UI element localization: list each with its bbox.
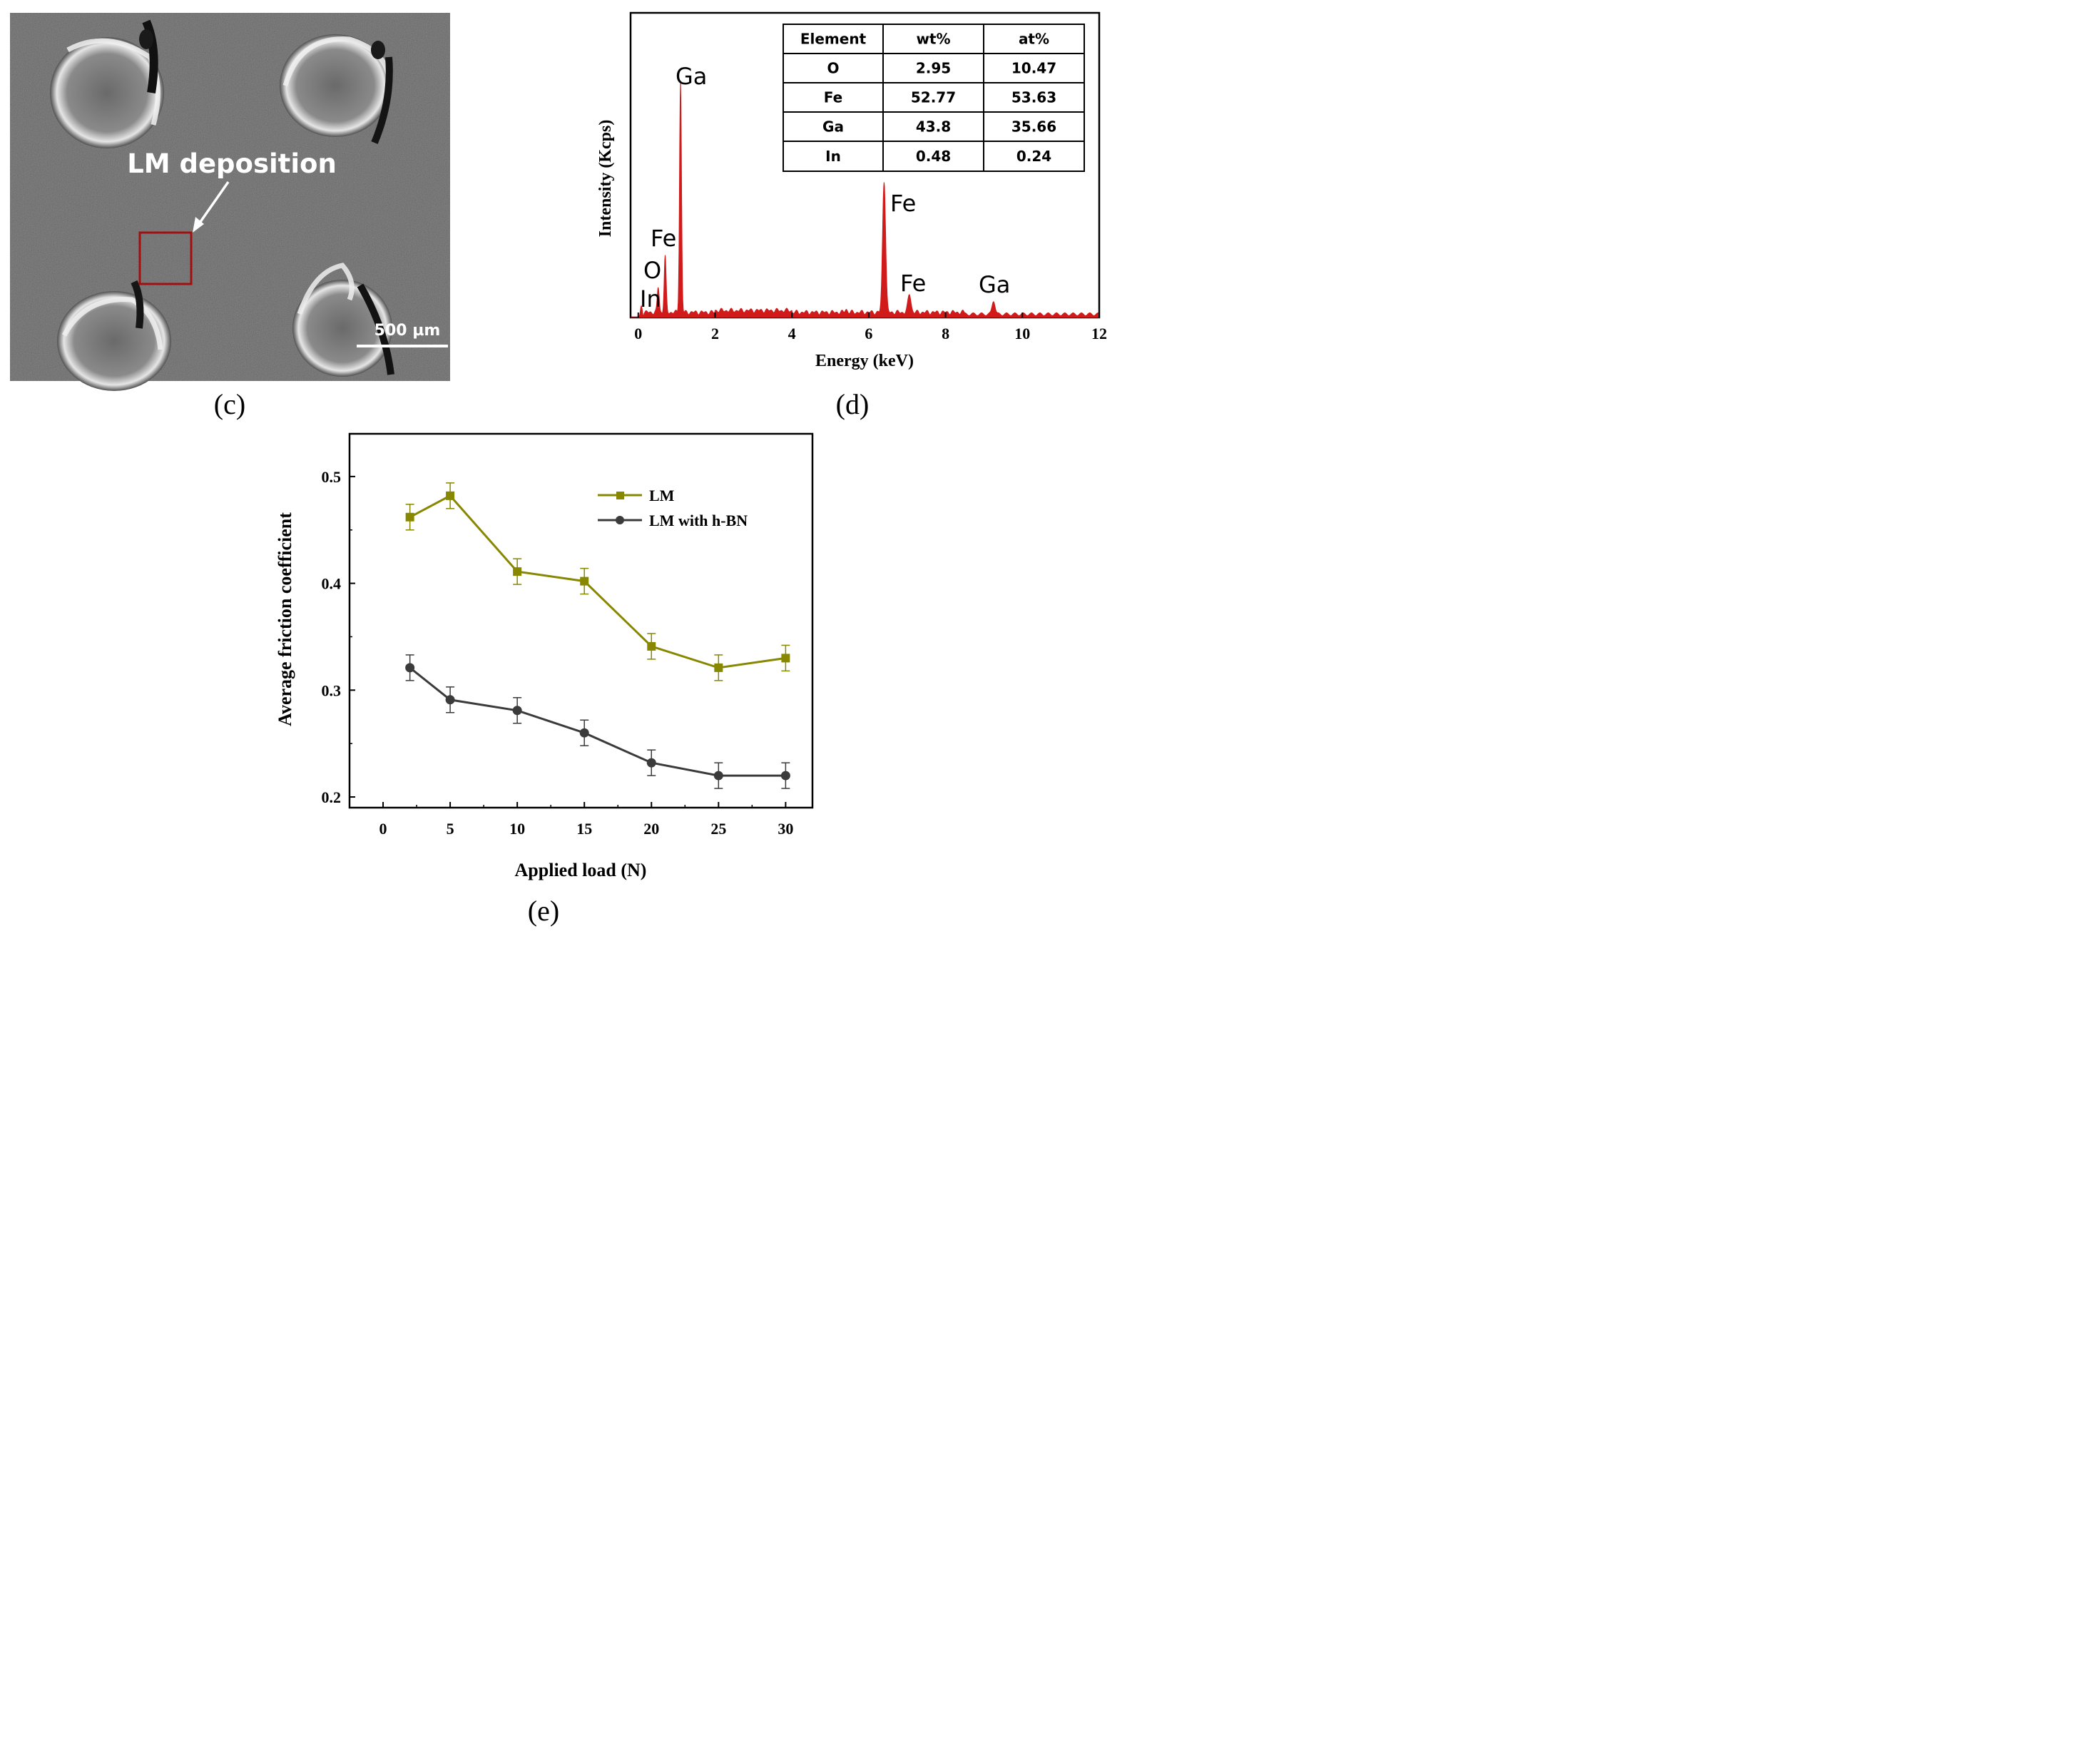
eds-x-ticks: 0 2 4 6 8 10 12 (634, 313, 1107, 342)
table-cell: 35.66 (1011, 118, 1056, 136)
friction-y-tick-label: 0.4 (322, 575, 342, 593)
eds-peak-label-ga: Ga (676, 63, 707, 90)
eds-x-tick-label: 4 (788, 325, 796, 342)
friction-x-tick-label: 0 (379, 820, 387, 838)
eds-x-tick-label: 10 (1014, 325, 1030, 342)
eds-x-tick-label: 6 (865, 325, 872, 342)
figure: LM deposition 500 µm (c) 0 2 4 6 8 10 12 InOFe… (10, 11, 1107, 927)
panel-e-label: (e) (528, 895, 559, 927)
table-cell: 43.8 (916, 118, 951, 136)
data-point-lm-hbn (512, 706, 522, 716)
eds-x-tick-label: 12 (1091, 325, 1107, 342)
series-lm-hbn (405, 654, 790, 789)
annotation-arrow-shaft (195, 181, 230, 228)
table-header-cell: Element (800, 31, 867, 48)
data-point-lm-hbn (579, 728, 589, 738)
series-lm (405, 482, 790, 681)
friction-legend: LM LM with h-BN (598, 487, 748, 529)
data-point-lm (446, 491, 455, 500)
friction-x-tick-label: 15 (576, 820, 592, 838)
table-cell: In (825, 148, 841, 165)
table-cell: 0.48 (916, 148, 951, 165)
deposition-highlight-box (138, 231, 193, 285)
table-cell: Ga (822, 118, 844, 136)
table-cell: 2.95 (916, 60, 951, 77)
friction-y-tick-label: 0.2 (322, 788, 342, 806)
data-point-lm-hbn (646, 758, 656, 768)
data-point-lm-hbn (445, 695, 455, 705)
panel-d-label: (d) (836, 388, 870, 420)
panel-e-friction-chart: 0 5 10 15 20 25 30 0.2 0.3 0.4 0.5 LM LM with h-BN… (275, 432, 814, 880)
friction-y-axis-label: Average friction coefficient (275, 512, 295, 726)
data-point-lm (513, 567, 522, 576)
eds-peak-label-fe: Fe (890, 190, 916, 217)
eds-x-axis-label: Energy (keV) (815, 352, 914, 370)
friction-plot-frame (348, 432, 814, 809)
table-header-cell: at% (1019, 31, 1049, 48)
composition-table: Element wt% at% O 2.95 10.47 Fe 52.77 53.63 Ga 43.… (783, 24, 1085, 172)
eds-peak-label-fe: Fe (900, 270, 926, 297)
wear-pit-bottom-left (57, 280, 171, 391)
friction-y-tick-label: 0.5 (322, 468, 342, 486)
table-header-cell: wt% (916, 31, 950, 48)
eds-peak-label-fe: Fe (651, 225, 676, 252)
lm-deposition-label: LM deposition (127, 148, 337, 179)
legend-marker-lm-hbn (616, 516, 624, 524)
table-text: Element wt% at% O 2.95 10.47 Fe 52.77 53.63 Ga 43.… (800, 31, 1056, 166)
table-cell: 52.77 (911, 89, 956, 106)
data-point-lm-hbn (405, 663, 415, 673)
legend-marker-lm (616, 492, 624, 499)
table-frame (783, 24, 1085, 172)
friction-axes: 0 5 10 15 20 25 30 0.2 0.3 0.4 0.5 (322, 468, 794, 838)
data-point-lm (580, 576, 589, 586)
table-cell: 0.24 (1016, 148, 1051, 165)
table-cell: Fe (824, 89, 842, 106)
legend-label-lm: LM (649, 487, 675, 504)
annotation-arrow-head (193, 217, 204, 233)
friction-x-tick-label: 10 (509, 820, 525, 838)
data-point-lm-hbn (780, 771, 790, 781)
series-line-lm-hbn (409, 666, 786, 777)
data-point-lm (405, 512, 414, 522)
friction-series (405, 482, 790, 789)
table-cell: O (827, 60, 839, 77)
table-cell: 53.63 (1011, 89, 1056, 106)
friction-y-tick-label: 0.3 (322, 681, 342, 699)
wear-pit-top-left (50, 19, 164, 148)
wear-pit-bottom-right (292, 263, 394, 377)
panel-c-sem-image: LM deposition 500 µm (10, 13, 450, 391)
legend-label-lm-hbn: LM with h-BN (649, 512, 748, 529)
eds-x-tick-label: 8 (942, 325, 949, 342)
eds-x-tick-label: 2 (711, 325, 719, 342)
wear-pit-top-right (280, 34, 393, 144)
friction-x-tick-label: 20 (643, 820, 659, 838)
data-point-lm-hbn (713, 771, 723, 781)
data-point-lm (714, 663, 723, 672)
eds-peak-label-o: O (643, 257, 661, 284)
friction-x-tick-label: 5 (447, 820, 454, 838)
eds-peak-label-in: In (640, 285, 661, 313)
friction-x-axis-label: Applied load (N) (515, 860, 647, 880)
scale-bar-label: 500 µm (374, 322, 441, 340)
friction-x-tick-label: 30 (778, 820, 793, 838)
eds-y-axis-label: Intensity (Kcps) (596, 120, 615, 238)
eds-peak-label-ga: Ga (979, 271, 1010, 298)
data-point-lm (781, 654, 790, 663)
eds-x-tick-label: 0 (634, 325, 642, 342)
table-grid (783, 24, 1084, 171)
friction-x-tick-label: 25 (710, 820, 726, 838)
panel-c-label: (c) (214, 388, 245, 420)
data-point-lm (647, 641, 656, 651)
table-cell: 10.47 (1011, 60, 1056, 77)
